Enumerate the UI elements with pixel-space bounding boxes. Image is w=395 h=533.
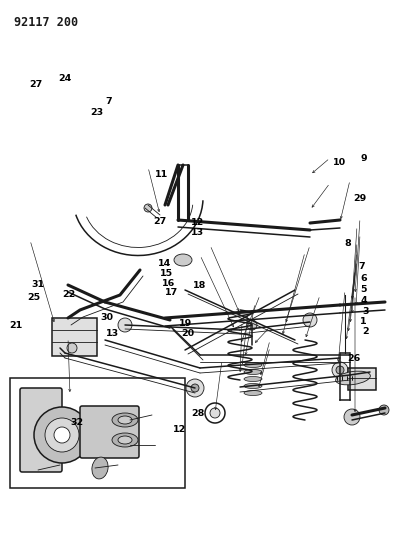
- Text: 10: 10: [333, 158, 346, 167]
- Text: 7: 7: [358, 262, 365, 271]
- Text: 30: 30: [100, 313, 113, 322]
- Text: 7: 7: [105, 97, 112, 106]
- Ellipse shape: [336, 371, 371, 385]
- Bar: [10, 378, 185, 488]
- Text: 14: 14: [158, 260, 171, 268]
- Circle shape: [144, 204, 152, 212]
- Ellipse shape: [92, 457, 108, 479]
- Text: 18: 18: [193, 281, 206, 289]
- Circle shape: [336, 366, 344, 374]
- Ellipse shape: [244, 391, 262, 395]
- Circle shape: [303, 313, 317, 327]
- Text: 12: 12: [191, 219, 204, 227]
- Ellipse shape: [112, 433, 138, 447]
- Text: 5: 5: [360, 285, 367, 294]
- Circle shape: [191, 384, 199, 392]
- Text: 13: 13: [191, 229, 204, 237]
- Text: 26: 26: [347, 354, 360, 362]
- Text: 24: 24: [58, 74, 72, 83]
- Text: 3: 3: [362, 307, 369, 316]
- Circle shape: [45, 418, 79, 452]
- Circle shape: [247, 320, 257, 330]
- Text: 32: 32: [70, 418, 84, 426]
- Ellipse shape: [118, 436, 132, 444]
- Circle shape: [332, 362, 348, 378]
- Circle shape: [67, 343, 77, 353]
- Text: 17: 17: [165, 288, 179, 297]
- Text: 2: 2: [362, 327, 369, 336]
- Text: 31: 31: [31, 280, 44, 289]
- Circle shape: [379, 405, 389, 415]
- Text: 16: 16: [162, 279, 175, 287]
- Text: 20: 20: [181, 329, 194, 338]
- Circle shape: [186, 379, 204, 397]
- Ellipse shape: [118, 416, 132, 424]
- Text: 1: 1: [360, 318, 367, 326]
- Circle shape: [205, 403, 225, 423]
- Text: 9: 9: [360, 155, 367, 163]
- Text: 27: 27: [153, 217, 167, 225]
- Ellipse shape: [112, 413, 138, 427]
- Text: 13: 13: [106, 329, 119, 337]
- Text: 6: 6: [360, 274, 367, 282]
- Text: 28: 28: [191, 409, 204, 418]
- Ellipse shape: [244, 376, 262, 382]
- Text: 8: 8: [344, 239, 351, 247]
- Text: 29: 29: [353, 195, 366, 203]
- Text: 12: 12: [173, 425, 186, 433]
- Text: 22: 22: [62, 290, 76, 299]
- Circle shape: [210, 408, 220, 418]
- FancyBboxPatch shape: [20, 388, 62, 472]
- Ellipse shape: [174, 254, 192, 266]
- Text: 23: 23: [90, 109, 103, 117]
- Text: 25: 25: [27, 293, 40, 302]
- Text: 4: 4: [360, 296, 367, 305]
- FancyBboxPatch shape: [80, 406, 139, 458]
- Ellipse shape: [244, 369, 262, 375]
- Text: 11: 11: [155, 170, 169, 179]
- Ellipse shape: [244, 362, 262, 367]
- FancyBboxPatch shape: [348, 368, 376, 390]
- Text: 92117 200: 92117 200: [14, 16, 78, 29]
- Text: 19: 19: [179, 319, 192, 328]
- Circle shape: [344, 409, 360, 425]
- Ellipse shape: [244, 384, 262, 389]
- Circle shape: [118, 318, 132, 332]
- Circle shape: [34, 407, 90, 463]
- Text: 27: 27: [29, 80, 42, 88]
- Text: 15: 15: [160, 269, 173, 278]
- Circle shape: [54, 427, 70, 443]
- Text: 21: 21: [9, 321, 23, 329]
- FancyBboxPatch shape: [52, 318, 97, 356]
